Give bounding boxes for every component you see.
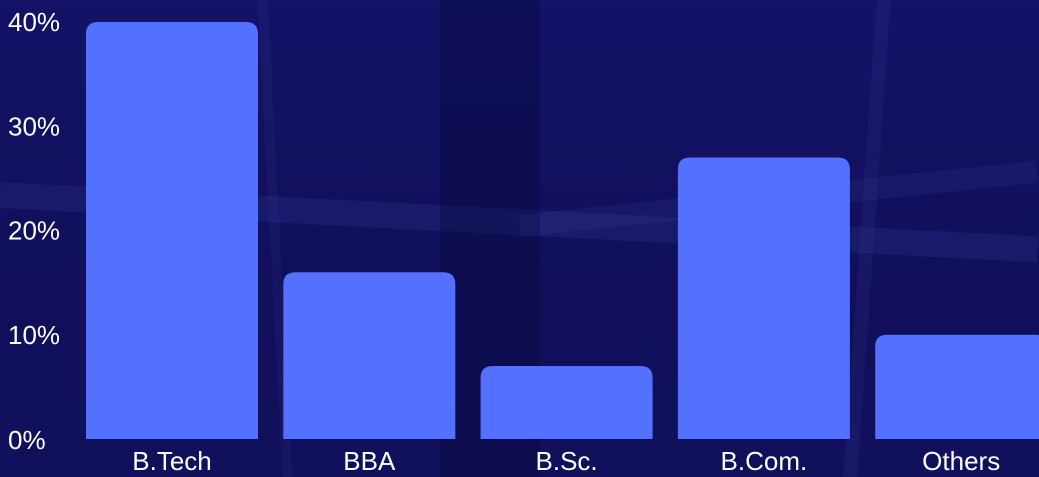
bar-b-tech [86,22,258,439]
y-tick-label: 30% [8,111,60,141]
bar-bba [283,272,456,439]
x-tick-label: B.Tech [132,446,212,476]
y-tick-label: 0% [8,425,46,455]
x-tick-label: B.Sc. [536,446,598,476]
bar-others [875,334,1039,439]
bar-series [86,22,1039,439]
x-tick-label: B.Com. [721,446,808,476]
x-tick-label: Others [922,446,1000,476]
bar-b-com [677,157,850,439]
y-tick-label: 20% [8,216,60,246]
y-axis: 0% 10% 20% 30% 40% [8,7,60,455]
bar-b-sc [480,366,653,439]
x-axis: B.Tech BBA B.Sc. B.Com. Others [132,446,1000,476]
y-tick-label: 10% [8,320,60,350]
y-tick-label: 40% [8,7,60,37]
x-tick-label: BBA [343,446,396,476]
